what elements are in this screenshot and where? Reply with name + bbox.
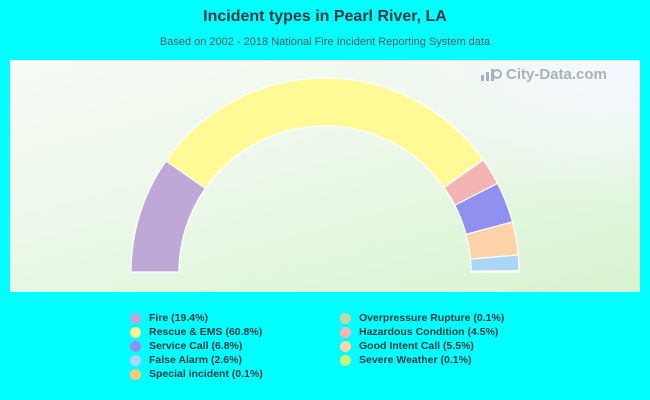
watermark-text: City-Data.com [506,66,607,83]
legend-swatch [130,312,141,324]
legend-item: Rescue & EMS (60.8%) [130,325,340,339]
legend-swatch [340,354,351,366]
legend-item: Fire (19.4%) [130,311,340,325]
watermark: City-Data.com [480,66,607,83]
legend-swatch [340,312,351,324]
legend-label: Good Intent Call (5.5%) [359,340,474,352]
legend-label: Overpressure Rupture (0.1%) [359,312,505,324]
legend-swatch [130,368,141,380]
legend-item: False Alarm (2.6%) [130,353,340,367]
chart-subtitle: Based on 2002 - 2018 National Fire Incid… [159,36,491,48]
legend-label: Special incident (0.1%) [149,368,263,380]
legend-label: Severe Weather (0.1%) [359,354,472,366]
legend-spacer [340,367,540,381]
legend-item: Service Call (6.8%) [130,339,340,353]
legend-item: Overpressure Rupture (0.1%) [340,311,540,325]
legend-item: Special incident (0.1%) [130,367,340,381]
slice-1[interactable] [165,77,484,190]
legend-label: Hazardous Condition (4.5%) [359,326,499,338]
legend-label: Service Call (6.8%) [149,340,243,352]
legend-swatch [340,326,351,338]
legend-label: False Alarm (2.6%) [149,354,242,366]
watermark-logo-icon [480,67,502,83]
legend-item: Severe Weather (0.1%) [340,353,540,367]
half-donut-chart [130,77,520,273]
legend-item: Hazardous Condition (4.5%) [340,325,540,339]
legend-label: Rescue & EMS (60.8%) [149,326,263,338]
legend-swatch [130,354,141,366]
slice-8[interactable] [470,270,520,273]
legend-swatch [130,340,141,352]
legend-item: Good Intent Call (5.5%) [340,339,540,353]
legend-label: Fire (19.4%) [149,312,208,324]
legend-swatch [130,326,141,338]
chart-title: Incident types in Pearl River, LA [203,8,447,25]
chart-legend: Fire (19.4%) Overpressure Rupture (0.1%) R… [130,311,540,381]
plot-area: City-Data.com [10,60,640,292]
legend-swatch [340,340,351,352]
